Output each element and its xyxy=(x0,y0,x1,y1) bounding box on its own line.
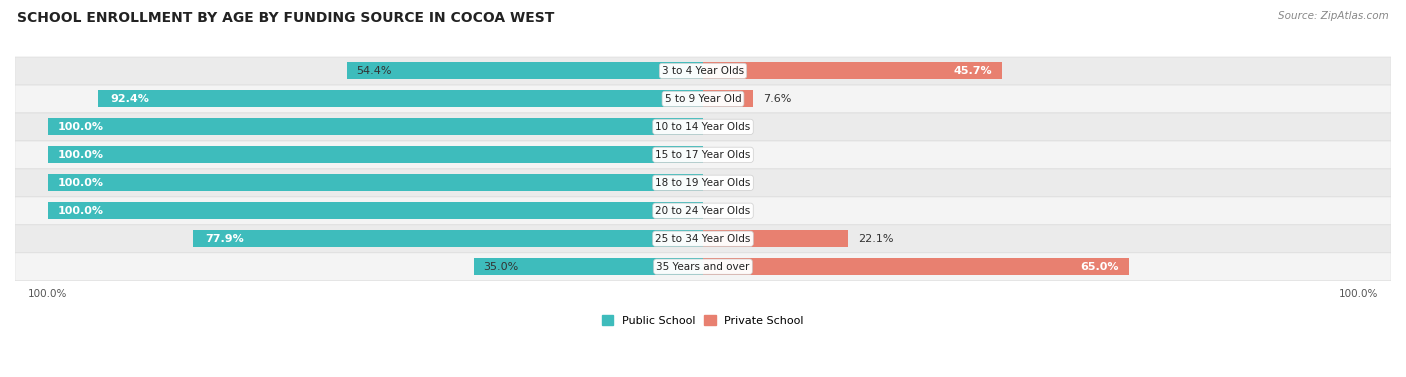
Legend: Public School, Private School: Public School, Private School xyxy=(598,311,808,330)
Text: 10 to 14 Year Olds: 10 to 14 Year Olds xyxy=(655,122,751,132)
Bar xyxy=(703,230,848,247)
Text: 100.0%: 100.0% xyxy=(58,178,104,188)
Bar xyxy=(97,90,703,107)
FancyBboxPatch shape xyxy=(15,113,1391,141)
Text: 5 to 9 Year Old: 5 to 9 Year Old xyxy=(665,94,741,104)
Text: 100.0%: 100.0% xyxy=(58,122,104,132)
Text: 77.9%: 77.9% xyxy=(205,234,245,244)
FancyBboxPatch shape xyxy=(15,253,1391,280)
FancyBboxPatch shape xyxy=(15,141,1391,169)
Text: 100.0%: 100.0% xyxy=(58,206,104,216)
Text: 65.0%: 65.0% xyxy=(1081,262,1119,272)
Bar xyxy=(193,230,703,247)
Text: SCHOOL ENROLLMENT BY AGE BY FUNDING SOURCE IN COCOA WEST: SCHOOL ENROLLMENT BY AGE BY FUNDING SOUR… xyxy=(17,11,554,25)
Bar xyxy=(703,258,1129,275)
Bar xyxy=(703,90,752,107)
Bar xyxy=(48,118,703,135)
Text: 18 to 19 Year Olds: 18 to 19 Year Olds xyxy=(655,178,751,188)
Bar xyxy=(703,63,1002,79)
Text: 35.0%: 35.0% xyxy=(484,262,519,272)
Text: 22.1%: 22.1% xyxy=(858,234,893,244)
Text: 15 to 17 Year Olds: 15 to 17 Year Olds xyxy=(655,150,751,160)
Text: 92.4%: 92.4% xyxy=(111,94,149,104)
Text: 3 to 4 Year Olds: 3 to 4 Year Olds xyxy=(662,66,744,76)
Bar xyxy=(48,202,703,219)
Bar xyxy=(48,175,703,191)
Text: 54.4%: 54.4% xyxy=(356,66,392,76)
Text: 35 Years and over: 35 Years and over xyxy=(657,262,749,272)
FancyBboxPatch shape xyxy=(15,197,1391,225)
Text: 20 to 24 Year Olds: 20 to 24 Year Olds xyxy=(655,206,751,216)
Text: 25 to 34 Year Olds: 25 to 34 Year Olds xyxy=(655,234,751,244)
Text: 45.7%: 45.7% xyxy=(955,66,993,76)
Text: 100.0%: 100.0% xyxy=(58,150,104,160)
FancyBboxPatch shape xyxy=(15,225,1391,253)
Bar xyxy=(474,258,703,275)
Text: 7.6%: 7.6% xyxy=(762,94,792,104)
Bar xyxy=(48,146,703,163)
Bar xyxy=(346,63,703,79)
FancyBboxPatch shape xyxy=(15,85,1391,113)
FancyBboxPatch shape xyxy=(15,169,1391,196)
Text: Source: ZipAtlas.com: Source: ZipAtlas.com xyxy=(1278,11,1389,21)
FancyBboxPatch shape xyxy=(15,57,1391,85)
